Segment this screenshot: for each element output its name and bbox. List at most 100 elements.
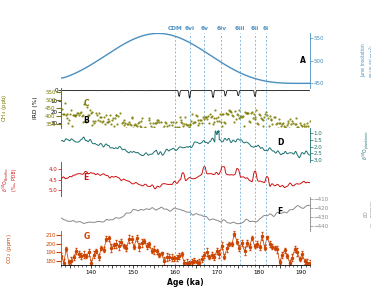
Point	[279, 122, 285, 127]
Point	[265, 116, 271, 120]
Point	[110, 116, 116, 121]
Point	[302, 124, 308, 128]
Point	[131, 123, 137, 128]
Point	[86, 113, 92, 117]
Point	[212, 108, 218, 113]
Point	[194, 113, 200, 118]
Point	[278, 123, 284, 128]
Point	[104, 120, 109, 124]
Point	[153, 121, 159, 126]
Point	[171, 119, 177, 124]
Point	[217, 112, 223, 116]
Point	[224, 111, 230, 116]
Point	[85, 113, 91, 117]
Point	[196, 121, 202, 125]
Point	[221, 120, 227, 124]
Point	[198, 117, 204, 122]
Point	[178, 118, 184, 123]
Point	[305, 124, 311, 128]
Point	[249, 110, 255, 115]
Point	[252, 117, 257, 121]
Point	[95, 118, 101, 122]
Point	[114, 122, 120, 127]
Point	[223, 111, 229, 116]
Text: 6vi: 6vi	[185, 26, 195, 31]
Point	[123, 126, 129, 130]
Point	[287, 117, 293, 121]
Text: B: B	[83, 116, 89, 125]
Point	[156, 119, 162, 124]
Point	[126, 120, 132, 124]
Point	[206, 121, 212, 126]
Point	[285, 119, 290, 124]
Point	[267, 117, 273, 122]
Point	[226, 107, 232, 112]
Point	[145, 128, 151, 133]
Point	[278, 121, 283, 126]
Point	[121, 118, 127, 123]
Point	[208, 115, 214, 119]
Point	[68, 108, 74, 113]
Point	[65, 121, 71, 126]
Point	[76, 113, 82, 117]
Point	[255, 122, 261, 127]
Point	[291, 126, 297, 131]
Point	[275, 126, 281, 130]
Point	[266, 124, 272, 128]
Point	[190, 121, 196, 125]
Point	[229, 110, 234, 114]
Point	[251, 111, 257, 116]
Point	[131, 125, 137, 130]
Point	[220, 112, 226, 117]
Point	[151, 124, 157, 129]
Point	[83, 119, 89, 124]
Point	[269, 122, 275, 126]
Point	[105, 120, 111, 125]
Point	[216, 119, 222, 123]
Point	[175, 126, 181, 130]
Point	[183, 122, 189, 126]
Point	[127, 121, 133, 126]
Point	[283, 125, 289, 130]
Point	[63, 112, 69, 116]
Point	[152, 120, 158, 125]
Point	[144, 131, 150, 135]
Point	[112, 113, 118, 117]
Point	[236, 108, 242, 113]
Point	[262, 114, 267, 119]
Text: C: C	[83, 99, 89, 108]
Point	[282, 124, 288, 129]
Point	[280, 121, 286, 126]
Point	[288, 122, 294, 127]
Point	[73, 112, 79, 117]
Point	[194, 122, 200, 127]
Point	[227, 108, 233, 113]
Point	[129, 116, 135, 121]
Text: 6iii: 6iii	[235, 26, 246, 31]
Point	[162, 119, 168, 124]
Point	[245, 110, 251, 115]
Point	[300, 129, 306, 134]
Point	[122, 121, 128, 125]
Point	[66, 118, 72, 122]
Point	[93, 110, 99, 115]
Point	[122, 122, 128, 127]
Point	[289, 119, 295, 124]
Point	[219, 124, 224, 128]
Point	[120, 120, 126, 125]
Point	[201, 117, 207, 122]
Point	[58, 112, 64, 117]
Point	[258, 116, 264, 120]
Point	[243, 111, 249, 115]
Point	[185, 122, 191, 127]
Text: F: F	[278, 207, 283, 216]
Point	[63, 113, 69, 117]
Text: 6i: 6i	[262, 26, 269, 31]
Point	[154, 119, 160, 124]
Point	[207, 112, 213, 116]
Point	[269, 116, 275, 121]
Point	[166, 122, 172, 127]
Point	[62, 101, 68, 106]
Point	[196, 117, 201, 122]
Point	[67, 112, 73, 116]
